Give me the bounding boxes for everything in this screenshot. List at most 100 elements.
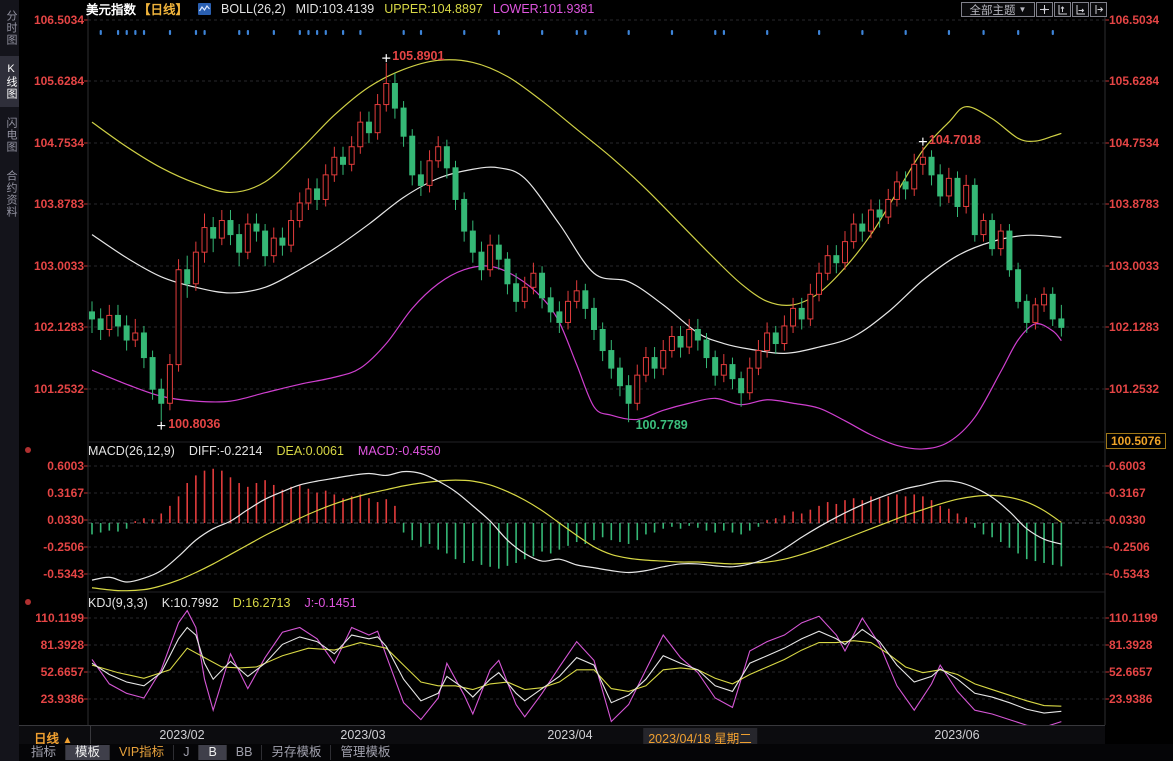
toolbar-item-j[interactable]: J	[173, 745, 198, 760]
extreme-cross-marker	[918, 137, 927, 146]
event-marker-dot	[142, 30, 146, 35]
event-marker-dot	[307, 30, 310, 35]
macd-panel-marker-icon	[25, 447, 31, 453]
candle-up	[816, 272, 823, 295]
sidebar-tab-timeline[interactable]: 分时图	[5, 10, 17, 46]
axis-label: 0.3167	[1109, 486, 1146, 500]
toolbar-item-manage-templates[interactable]: 管理模板	[330, 745, 399, 760]
y-axis-scale-icon[interactable]	[1054, 2, 1071, 17]
candle-down	[738, 378, 745, 394]
candle-up	[997, 230, 1004, 250]
kdj-header: KDJ(9,3,3) K:10.7992 D:16.2713 J:-0.1451	[88, 596, 357, 610]
candle-down	[971, 184, 978, 236]
candle-down	[677, 335, 684, 348]
candle-up	[668, 335, 675, 352]
period-tag: 【日线】	[138, 3, 189, 17]
candle-down	[97, 318, 104, 330]
candle-up	[573, 290, 580, 302]
axis-label: 102.1283	[33, 320, 84, 334]
macd-header: MACD(26,12,9) DIFF:-0.2214 DEA:0.0061 MA…	[88, 444, 441, 458]
candle-down	[703, 339, 710, 359]
kdj-k-line	[91, 626, 1062, 714]
event-marker-dot	[627, 30, 630, 35]
macd-diff-line	[91, 470, 1062, 583]
boll-lower-value: LOWER:101.9381	[492, 1, 595, 16]
candle-up	[244, 223, 251, 253]
axis-label: -0.2506	[43, 540, 84, 554]
candle-up	[1041, 293, 1048, 306]
axis-label: 103.8783	[33, 197, 84, 211]
date-label: 2023/02	[159, 728, 205, 742]
candle-down	[902, 181, 909, 190]
kdj-j-value: J:-0.1451	[304, 596, 357, 610]
candle-down	[391, 82, 398, 109]
candle-down	[149, 357, 156, 390]
candle-down	[582, 290, 589, 309]
event-marker-dot	[324, 30, 327, 35]
date-label: 2023/03	[340, 728, 386, 742]
candle-down	[616, 367, 623, 387]
candle-up	[487, 244, 494, 271]
candle-up	[530, 272, 537, 288]
sidebar-tab-contract-info[interactable]: 合约资料	[5, 170, 17, 218]
candle-down	[1015, 269, 1022, 302]
axis-label: 0.0330	[47, 513, 84, 527]
toolbar-item-templates[interactable]: 模板	[65, 745, 110, 760]
candle-up	[435, 146, 442, 162]
candle-up	[374, 104, 381, 134]
event-marker-dot	[861, 30, 864, 35]
axis-label: 104.7534	[1109, 136, 1160, 150]
candle-down	[1006, 230, 1013, 271]
candle-down	[928, 156, 935, 176]
boll-chart-icon[interactable]	[198, 2, 212, 15]
event-marker-dot	[584, 30, 587, 35]
date-label: 2023/04	[547, 728, 593, 742]
candle-down	[184, 269, 191, 285]
candle-down	[314, 188, 321, 200]
kdj-panel-marker-icon	[25, 599, 31, 605]
event-marker-dot	[575, 30, 578, 35]
pan-right-icon[interactable]	[1090, 2, 1107, 17]
event-marker-dot	[766, 30, 769, 35]
toolbar-item-save-template[interactable]: 另存模板	[261, 745, 330, 760]
toolbar-item-bb[interactable]: BB	[225, 745, 262, 760]
all-themes-dropdown[interactable]: 全部主题 ▼	[961, 2, 1035, 17]
event-marker-dot	[194, 30, 198, 35]
axis-label: 81.3928	[40, 638, 84, 652]
candle-up	[106, 314, 113, 330]
candle-down	[140, 332, 147, 359]
candle-up	[686, 328, 693, 348]
kdj-j-line	[91, 609, 1062, 728]
candle-up	[764, 332, 771, 352]
candle-down	[461, 198, 468, 232]
extreme-price-label: 105.8901	[392, 49, 445, 64]
axis-label: -0.2506	[1109, 540, 1150, 554]
sidebar-tab-kline[interactable]: K线图	[0, 56, 19, 107]
candle-down	[556, 311, 563, 323]
candle-down	[772, 332, 779, 345]
sidebar-tab-flash[interactable]: 闪电图	[5, 117, 17, 153]
candle-down	[365, 121, 372, 134]
event-marker-dot	[1017, 30, 1020, 35]
candle-down	[513, 283, 520, 302]
candle-up	[296, 202, 303, 222]
axis-label: 105.6284	[33, 74, 84, 88]
candle-down	[1058, 318, 1065, 328]
toolbar-item-vip-indicators[interactable]: VIP指标	[109, 745, 173, 760]
extreme-price-label: 100.8036	[168, 416, 221, 431]
main-chart-plot[interactable]	[88, 14, 1105, 725]
extreme-price-label: 100.7789	[635, 418, 688, 433]
candle-up	[824, 255, 831, 274]
extreme-cross-marker	[157, 421, 166, 430]
candle-up	[841, 241, 848, 264]
toolbar-item-b[interactable]: B	[198, 745, 226, 760]
period-selector-button[interactable]: 日线 ▲	[34, 728, 72, 747]
date-label: 2023/06	[934, 728, 980, 742]
candle-down	[158, 388, 165, 404]
crosshair-icon[interactable]	[1036, 2, 1053, 17]
candle-down	[123, 325, 130, 341]
x-axis-scale-icon[interactable]	[1072, 2, 1089, 17]
candle-up	[963, 184, 970, 207]
toolbar-item-indicators[interactable]: 指标	[31, 745, 57, 759]
candle-up	[132, 332, 139, 341]
